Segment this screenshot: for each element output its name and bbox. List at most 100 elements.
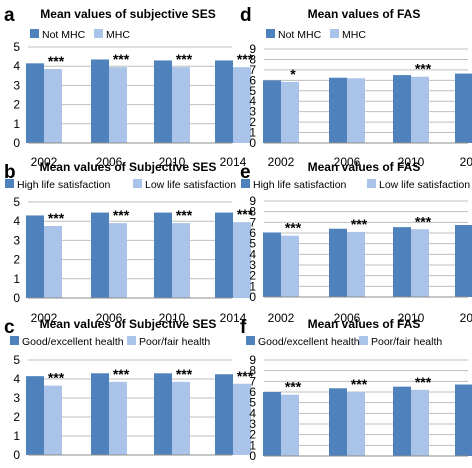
legend-swatch-1 xyxy=(241,179,250,188)
bar-1-2002 xyxy=(263,392,281,456)
bar-1-2002 xyxy=(26,63,44,143)
y-tick-label: 1 xyxy=(249,279,256,293)
bar-2-2006 xyxy=(109,223,127,298)
x-tick-label: 2006 xyxy=(334,155,361,169)
chart-panel-a: a Mean values of subjective SES Not MHC MHC… xyxy=(4,5,254,169)
bar-2-2014 xyxy=(233,67,251,143)
chart-panel-f: f Mean values of FAS Good/excellent health… xyxy=(240,317,472,463)
bar-1-2006 xyxy=(329,388,347,456)
chart-panel-b: b Mean values of Subjective SES High life … xyxy=(4,160,254,325)
x-tick-label: 2014 xyxy=(460,155,472,169)
significance-mark: *** xyxy=(415,61,432,77)
chart-title: Mean values of FAS xyxy=(308,160,421,174)
bar-1-2002 xyxy=(26,376,44,455)
x-tick-label: 2014 xyxy=(220,311,247,325)
legend-swatch-1 xyxy=(10,336,19,345)
panel-letter: a xyxy=(4,5,15,26)
chart-title: Mean values of Subjective SES xyxy=(40,317,217,331)
y-tick-label: 0 xyxy=(249,290,256,304)
x-tick-label: 2010 xyxy=(398,311,425,325)
bar-2-2006 xyxy=(347,392,365,456)
bar-1-2010 xyxy=(154,60,172,143)
bar-2-2006 xyxy=(109,67,127,143)
x-tick-label: 2014 xyxy=(220,155,247,169)
legend-label-1: Not MHC xyxy=(42,29,86,41)
bar-2-2014 xyxy=(233,222,251,298)
bar-2-2010 xyxy=(172,67,190,143)
legend-label-2: MHC xyxy=(106,29,130,41)
y-tick-label: 4 xyxy=(249,247,256,261)
y-tick-label: 4 xyxy=(249,406,256,420)
significance-mark: *** xyxy=(113,51,130,67)
legend-label-2: Low life satisfaction xyxy=(379,179,470,191)
legend-swatch-2 xyxy=(127,336,136,345)
legend-swatch-1 xyxy=(246,336,255,345)
y-tick-label: 3 xyxy=(249,417,256,431)
y-tick-label: 8 xyxy=(249,364,256,378)
legend-label-1: High life satisfaction xyxy=(253,179,347,191)
significance-mark: *** xyxy=(285,220,302,236)
legend-swatch-2 xyxy=(94,29,103,38)
significance-mark: *** xyxy=(237,368,254,384)
bar-1-2002 xyxy=(263,232,281,297)
legend-swatch-1 xyxy=(30,29,39,38)
legend-swatch-2 xyxy=(367,179,376,188)
legend-label-2: Poor/fair health xyxy=(371,336,442,348)
legend-label-1: Good/excellent health xyxy=(22,336,124,348)
y-tick-label: 1 xyxy=(249,438,256,452)
bar-1-2006 xyxy=(329,77,347,143)
y-tick-label: 6 xyxy=(249,73,256,87)
y-tick-label: 1 xyxy=(13,429,20,443)
bar-2-2002 xyxy=(281,81,299,143)
x-tick-label: 2010 xyxy=(159,311,186,325)
x-tick-label: 2002 xyxy=(268,155,295,169)
x-tick-label: 2006 xyxy=(96,311,123,325)
significance-mark: *** xyxy=(176,51,193,67)
significance-mark: *** xyxy=(415,213,432,229)
legend-label-1: Not MHC xyxy=(278,29,322,41)
legend-label-2: Poor/fair health xyxy=(139,336,210,348)
x-tick-label: 2002 xyxy=(31,155,58,169)
y-tick-label: 4 xyxy=(13,59,20,73)
bar-2-2002 xyxy=(44,69,62,143)
chart-title: Mean values of Subjective SES xyxy=(40,160,217,174)
y-tick-label: 3 xyxy=(13,391,20,405)
panel-letter: c xyxy=(4,317,15,338)
x-tick-label: 2002 xyxy=(31,311,58,325)
y-tick-label: 3 xyxy=(249,105,256,119)
bar-2-2002 xyxy=(44,226,62,298)
bar-2-2006 xyxy=(347,78,365,143)
y-tick-label: 2 xyxy=(249,428,256,442)
significance-mark: *** xyxy=(176,366,193,382)
significance-mark: *** xyxy=(113,207,130,223)
y-tick-label: 0 xyxy=(249,449,256,463)
y-tick-label: 5 xyxy=(249,237,256,251)
y-tick-label: 6 xyxy=(249,385,256,399)
chart-panel-e: e Mean values of FAS High life satisfactio… xyxy=(240,160,472,325)
significance-mark: *** xyxy=(351,376,368,392)
y-tick-label: 2 xyxy=(13,98,20,112)
y-tick-label: 6 xyxy=(249,226,256,240)
significance-mark: *** xyxy=(48,53,65,69)
significance-mark: *** xyxy=(237,206,254,222)
bar-1-2002 xyxy=(263,80,281,143)
significance-mark: *** xyxy=(176,207,193,223)
legend-swatch-1 xyxy=(5,179,14,188)
bar-2-2010 xyxy=(411,389,429,456)
bar-1-2014 xyxy=(215,60,233,143)
y-tick-label: 4 xyxy=(249,94,256,108)
legend-label-1: Good/excellent health xyxy=(258,336,360,348)
significance-mark: *** xyxy=(285,379,302,395)
bar-1-2014 xyxy=(455,384,472,456)
y-tick-label: 3 xyxy=(13,233,20,247)
bar-2-2010 xyxy=(172,381,190,455)
y-tick-label: 9 xyxy=(249,42,256,56)
y-tick-label: 8 xyxy=(249,52,256,66)
y-tick-label: 0 xyxy=(13,291,20,305)
significance-mark: *** xyxy=(113,366,130,382)
chart-title: Mean values of subjective SES xyxy=(40,7,215,21)
legend-swatch-2 xyxy=(359,336,368,345)
legend-swatch-2 xyxy=(133,179,142,188)
bar-1-2006 xyxy=(91,212,109,298)
